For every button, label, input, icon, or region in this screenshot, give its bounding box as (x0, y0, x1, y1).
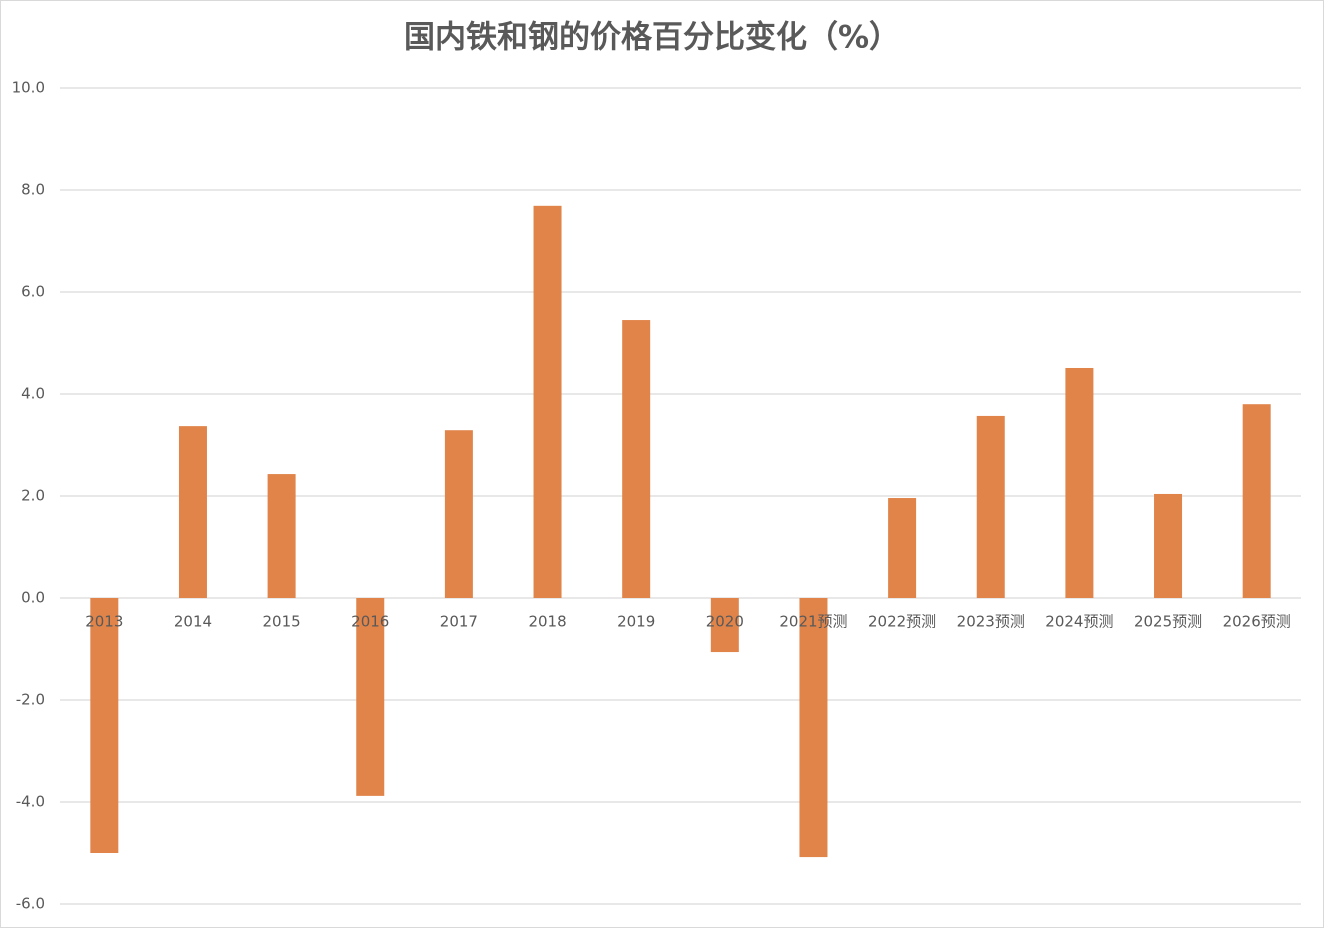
x-tick-label: 2025预测 (1134, 613, 1202, 631)
bar (710, 598, 739, 653)
x-tick-label: 2022预测 (868, 613, 936, 631)
x-tick-label: 2023预测 (957, 613, 1025, 631)
y-tick-label: 8.0 (21, 181, 45, 199)
x-tick-label: 2021预测 (779, 613, 847, 631)
x-tick-label: 2026预测 (1223, 613, 1291, 631)
bar (1154, 493, 1183, 598)
y-tick-label: -6.0 (16, 895, 45, 913)
bar (1065, 367, 1094, 598)
bar (267, 474, 296, 598)
x-tick-label: 2013 (85, 613, 123, 631)
y-tick-label: -4.0 (16, 793, 45, 811)
bar (976, 415, 1005, 598)
y-tick-label: 2.0 (21, 487, 45, 505)
bar (178, 426, 207, 598)
y-tick-label: 4.0 (21, 385, 45, 403)
x-tick-label: 2024预测 (1045, 613, 1113, 631)
bar (356, 598, 385, 796)
x-tick-label: 2015 (263, 613, 301, 631)
y-tick-label: -2.0 (16, 691, 45, 709)
bar (533, 205, 562, 598)
y-tick-label: 10.0 (12, 79, 45, 97)
x-tick-label: 2020 (706, 613, 744, 631)
bar (90, 598, 119, 853)
x-tick-label: 2016 (351, 613, 389, 631)
bar (444, 430, 473, 598)
x-tick-label: 2019 (617, 613, 655, 631)
bar (799, 598, 828, 858)
x-tick-label: 2018 (528, 613, 566, 631)
bar (622, 320, 651, 598)
bar (1242, 404, 1271, 598)
y-tick-label: 0.0 (21, 589, 45, 607)
x-tick-label: 2017 (440, 613, 478, 631)
y-tick-label: 6.0 (21, 283, 45, 301)
chart-title: 国内铁和钢的价格百分比变化（%） (404, 20, 900, 56)
bar (888, 498, 917, 598)
x-tick-label: 2014 (174, 613, 212, 631)
